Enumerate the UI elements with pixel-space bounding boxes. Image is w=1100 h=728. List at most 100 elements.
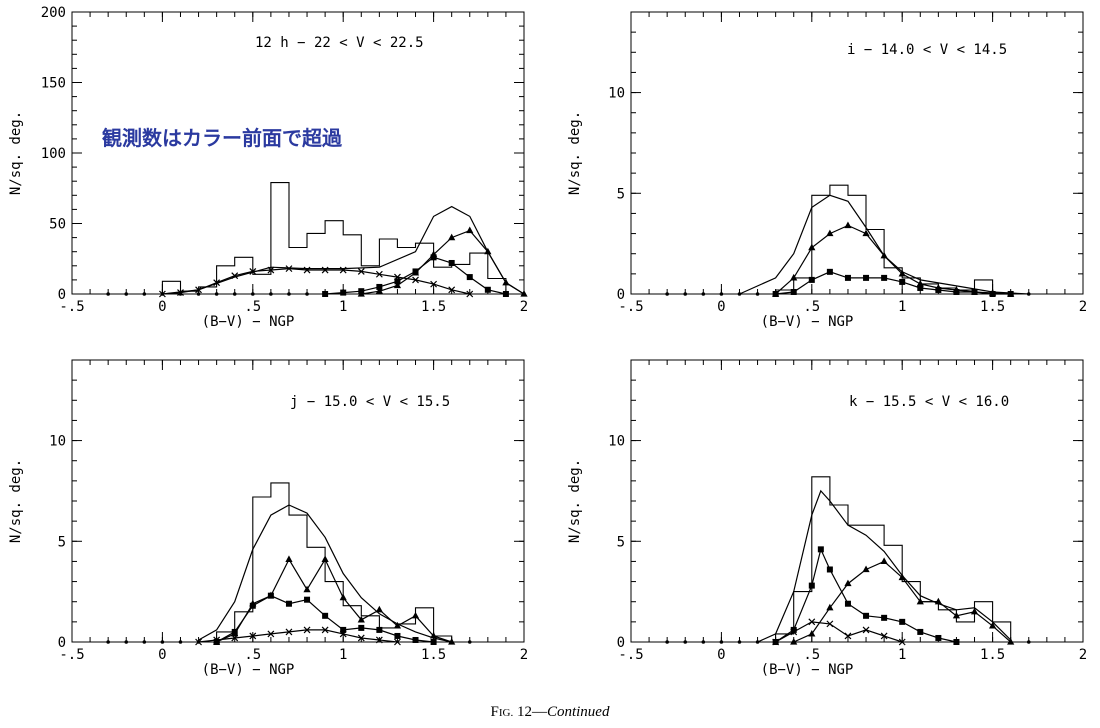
- series-square-point: [376, 626, 383, 633]
- series-triangle-point: [898, 573, 906, 581]
- series-none-line: [162, 205, 525, 295]
- series-cross-point: [448, 286, 456, 294]
- series-triangle-point: [411, 268, 420, 276]
- x-axis-title: (B−V) − NGP: [202, 662, 295, 678]
- series-square-point: [899, 618, 906, 625]
- series-square-point: [844, 274, 851, 281]
- series-square-point: [322, 612, 329, 619]
- series-none-line: [757, 489, 1012, 643]
- y-tick-label: 10: [49, 434, 66, 450]
- caption-continued: Continued: [547, 704, 610, 720]
- series-triangle-point: [916, 597, 924, 605]
- series-square-point: [790, 288, 797, 295]
- series-cross-point: [285, 628, 293, 636]
- x-tick-label: .5: [244, 647, 261, 663]
- x-tick-label: -.5: [618, 647, 643, 663]
- series-dot-point: [305, 292, 309, 296]
- series-dot-point: [269, 292, 273, 296]
- series-dot-point: [1008, 292, 1013, 296]
- x-tick-label: 2: [1079, 299, 1087, 315]
- series-triangle-point: [393, 621, 402, 629]
- series-dot-point: [142, 292, 147, 296]
- series-dot-point: [737, 640, 742, 644]
- x-tick-label: 2: [520, 647, 528, 663]
- series-square-point: [971, 288, 978, 295]
- series-cross-point: [321, 626, 329, 634]
- series-square-point: [304, 596, 311, 603]
- y-tick-label: 10: [608, 434, 625, 450]
- y-tick-label: 5: [58, 534, 66, 550]
- series-square-point: [430, 639, 437, 645]
- caption-number: 12: [513, 704, 532, 720]
- series-dot-point: [737, 292, 742, 296]
- x-tick-label: 0: [717, 299, 725, 315]
- series-triangle-point: [303, 585, 311, 593]
- series-dot-point: [251, 292, 255, 296]
- series-triangle-point: [844, 579, 852, 587]
- series-dot-point: [142, 640, 147, 644]
- figure-caption: FIG. 12—Continued: [491, 704, 610, 720]
- series-dot-point: [701, 292, 706, 296]
- x-tick-label: 1.5: [980, 299, 1005, 315]
- series-square-point: [953, 288, 960, 295]
- series-cross-point: [213, 279, 221, 287]
- series-triangle-point: [484, 247, 492, 255]
- panel-label: i − 14.0 < V < 14.5: [847, 42, 1007, 58]
- series-triangle-point: [466, 226, 474, 234]
- histogram-observed: [161, 182, 507, 294]
- series-cross-point: [466, 290, 474, 298]
- series-dot-point: [683, 292, 688, 296]
- series-square-point: [881, 614, 888, 621]
- y-axis-title: N/sq. deg.: [8, 111, 24, 195]
- series-square-point: [826, 268, 833, 275]
- series-triangle-point: [880, 251, 888, 259]
- series-triangle-line: [361, 229, 525, 295]
- series-dot-point: [178, 292, 183, 296]
- series-cross-point: [880, 632, 888, 640]
- series-square-point: [826, 566, 833, 573]
- caption-prefix: F: [491, 704, 499, 720]
- series-square-point: [917, 628, 924, 635]
- series-triangle-point: [989, 621, 997, 629]
- y-axis-title: N/sq. deg.: [8, 459, 24, 543]
- x-tick-label: .5: [803, 299, 820, 315]
- series-triangle-point: [375, 605, 383, 613]
- x-tick-label: 1: [339, 299, 347, 315]
- series-cross-point: [357, 268, 365, 275]
- series-square-point: [808, 276, 815, 283]
- series-dot-point: [719, 640, 724, 644]
- x-tick-label: .5: [244, 299, 261, 315]
- x-tick-label: 1.5: [421, 299, 446, 315]
- series-square-point: [340, 626, 347, 633]
- series-cross-point: [303, 626, 311, 634]
- series-square-point: [989, 291, 996, 297]
- overlay-annotation: 観測数はカラー前面で超過: [102, 126, 343, 150]
- series-triangle-point: [357, 615, 365, 623]
- series-cross-point: [321, 266, 329, 274]
- x-tick-label: 1: [898, 299, 906, 315]
- series-cross-point: [826, 620, 834, 628]
- series-triangle-line: [216, 558, 452, 643]
- y-axis-title: N/sq. deg.: [567, 111, 583, 195]
- series-dot-point: [755, 292, 760, 296]
- series-cross-point: [213, 636, 221, 644]
- series-cross-point: [394, 638, 401, 646]
- x-tick-label: 0: [158, 647, 166, 663]
- panel-label: 12 h − 22 < V < 22.5: [255, 35, 424, 51]
- series-dot-point: [287, 292, 291, 296]
- series-triangle-point: [321, 555, 329, 563]
- series-square-line: [775, 547, 957, 643]
- series-dot-point: [773, 292, 778, 296]
- series-cross-point: [844, 632, 852, 640]
- series-square-line: [775, 271, 1011, 295]
- series-square-point: [935, 634, 942, 641]
- series-square-point: [249, 602, 256, 609]
- series-cross-point: [339, 266, 347, 274]
- series-cross-point: [231, 634, 239, 642]
- y-tick-label: 0: [617, 287, 625, 303]
- series-triangle-point: [808, 629, 816, 637]
- series-dot-point: [719, 292, 724, 296]
- y-tick-label: 0: [58, 287, 66, 303]
